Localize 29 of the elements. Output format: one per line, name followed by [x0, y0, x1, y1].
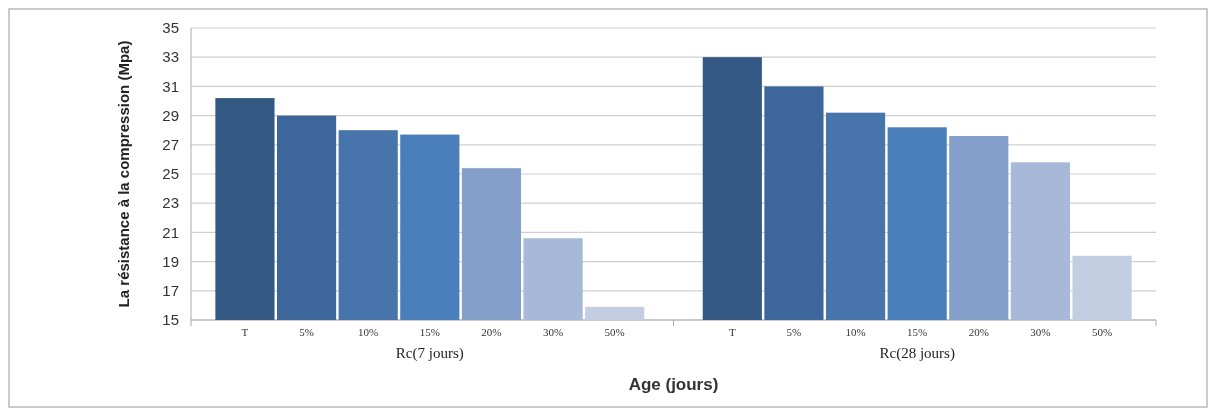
y-tick-label: 19: [162, 252, 179, 270]
y-tick-label: 27: [162, 136, 179, 154]
text: 50%: [1091, 326, 1113, 338]
series-label: 50%: [604, 326, 625, 338]
x-axis-title: Age (jours): [628, 375, 719, 394]
text: 30%: [1030, 326, 1051, 338]
y-tick-label: 31: [162, 77, 179, 95]
text: 10%: [845, 326, 866, 338]
x-tick-label: Rc(28 jours): [879, 345, 955, 362]
y-tick-label: 17: [162, 282, 179, 300]
y-tick-label: 15: [162, 311, 179, 329]
text: 20%: [968, 326, 989, 338]
y-tick-label: 23: [162, 194, 179, 212]
y-tick-label: 29: [162, 106, 179, 124]
series-label: 30%: [542, 326, 564, 338]
series-label: T: [241, 326, 249, 338]
y-tick-label: 33: [162, 48, 179, 66]
y-tick-label: 25: [162, 165, 179, 183]
text: T: [728, 326, 736, 338]
x-tick-label: Rc(7 jours): [395, 345, 464, 362]
y-tick-label: 35: [162, 19, 179, 37]
text: 15%: [907, 326, 928, 338]
series-label: 10%: [358, 326, 379, 338]
y-tick-label: 21: [162, 223, 179, 241]
series-label: 20%: [481, 326, 502, 338]
text: 5%: [786, 326, 802, 338]
y-axis-title: La résistance à la compression (Mpa): [115, 40, 132, 308]
series-label: 15%: [419, 326, 440, 338]
series-label: 5%: [299, 326, 314, 338]
